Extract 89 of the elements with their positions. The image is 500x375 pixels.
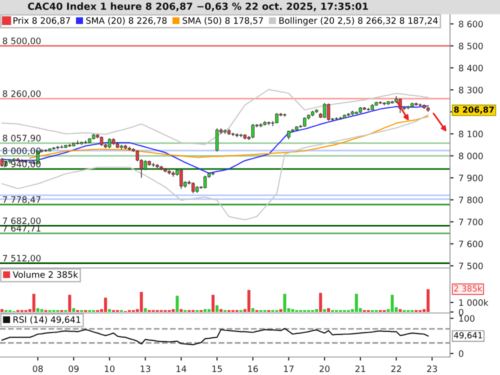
candlestick — [326, 103, 330, 122]
y-tick-label: 8 600 — [458, 20, 483, 28]
y-tick-label: 0 — [458, 308, 464, 316]
bar — [180, 309, 183, 312]
candlestick — [215, 128, 219, 152]
bar — [323, 309, 326, 312]
bar — [204, 309, 207, 312]
bar — [172, 309, 175, 312]
bar — [108, 309, 112, 312]
bar — [315, 309, 318, 312]
y-tick-label: 7 900 — [459, 174, 483, 182]
bar — [354, 294, 358, 312]
ref-line-label: 8 000,00 — [2, 148, 41, 156]
bar — [212, 294, 215, 312]
bar — [40, 309, 44, 312]
ref-line-label: 7 647,71 — [2, 225, 40, 233]
x-tick-label: 17 — [284, 366, 294, 372]
bar — [68, 294, 72, 312]
x-tick-label: 16 — [248, 365, 258, 372]
candlestick — [275, 112, 278, 124]
candlestick — [192, 182, 195, 194]
y-tick-label: 1 000k — [459, 299, 488, 306]
x-tick-label: 10 — [104, 365, 114, 372]
candlestick — [251, 124, 255, 139]
line-series — [1, 88, 429, 145]
ref-line-label: 7 778,47 — [2, 196, 40, 204]
legend-label: Bollinger (20 2,5) 8 266,32 8 187,24 — [279, 17, 438, 26]
bar — [140, 292, 143, 312]
legend-label: Volume 2 385k — [12, 271, 78, 278]
bar — [327, 308, 330, 312]
bar — [32, 294, 36, 312]
bar — [176, 296, 179, 312]
bar — [398, 309, 402, 312]
text: 2 385k — [454, 285, 482, 292]
bar — [220, 309, 223, 312]
text: 49,641 — [454, 332, 482, 340]
candlestick — [180, 169, 183, 190]
bar — [390, 294, 394, 312]
ref-line-label: 8 500,00 — [2, 38, 41, 46]
y-tick-label: 8 400 — [458, 64, 483, 72]
x-tick-label: 14 — [176, 366, 186, 372]
bar — [104, 298, 108, 312]
candlestick — [144, 160, 147, 171]
bar — [0, 309, 4, 312]
y-tick-label: 7 500 — [459, 262, 483, 270]
legend-label: Prix 8 206,87 — [14, 17, 70, 25]
candlestick — [203, 175, 207, 189]
y-tick-label: 7 700 — [459, 218, 483, 226]
line-series — [1, 328, 429, 346]
x-tick-label: 20 — [320, 365, 330, 372]
bar — [251, 308, 254, 312]
bar — [247, 290, 250, 312]
y-tick-label: 8 000 — [458, 152, 483, 160]
bar — [426, 289, 430, 312]
x-tick-label: 15 — [212, 366, 222, 372]
y-tick-label: 8 100 — [458, 130, 483, 138]
x-tick-label: 22 — [391, 365, 401, 372]
y-tick-label: 8 500 — [458, 42, 483, 50]
ref-line-label: 7 940,00 — [2, 160, 41, 168]
bar — [216, 305, 219, 312]
x-tick-label: 21 — [355, 365, 366, 372]
legend-label: RSI (14) 49,641 — [14, 316, 80, 324]
candlestick — [322, 102, 326, 118]
bar — [283, 294, 286, 312]
bar — [36, 308, 40, 312]
legend-label: SMA (50) 8 178,57 — [182, 17, 263, 25]
bar — [208, 309, 211, 312]
y-tick-label: 7 800 — [459, 196, 483, 204]
x-tick-label: 23 — [427, 365, 437, 372]
ref-line-label: 8 057,90 — [2, 134, 41, 142]
bar — [144, 308, 147, 312]
x-tick-label: 09 — [68, 365, 79, 372]
bar — [72, 308, 76, 312]
y-tick-label: 100 — [459, 315, 474, 322]
chart-title: CAC40 Index 1 heure 8 206,87 −0,63 % 22 oct. 2025, 17:35:01 — [28, 2, 368, 12]
candlestick — [100, 136, 104, 146]
ref-line-label: 8 260,00 — [2, 90, 41, 98]
y-tick-label: 0 — [458, 350, 464, 357]
ref-line-label: 7 512,00 — [2, 254, 41, 262]
ref-line-label: 7 682,00 — [2, 217, 41, 225]
legend-label: SMA (20) 8 226,78 — [86, 17, 167, 25]
bar — [291, 309, 294, 312]
x-tick-label: 13 — [140, 365, 150, 372]
y-tick-label: 8 300 — [458, 86, 483, 94]
bar — [319, 292, 322, 312]
text: 8 206,87 — [454, 106, 494, 114]
candlestick — [108, 138, 112, 149]
y-tick-label: 7 600 — [459, 240, 483, 248]
x-tick-label: 08 — [32, 365, 43, 372]
